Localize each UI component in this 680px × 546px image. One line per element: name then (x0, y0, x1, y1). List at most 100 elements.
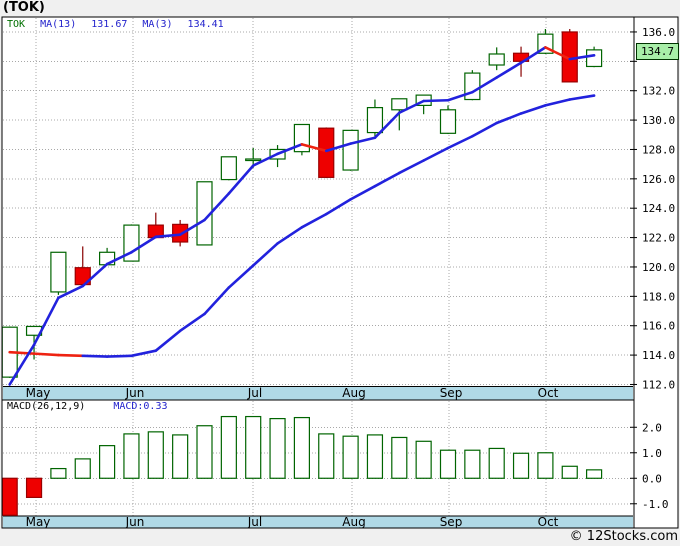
macd-bar-negative (1, 477, 18, 516)
y-axis-label: 0.0 (642, 472, 662, 485)
month-axis-strip (3, 516, 633, 528)
ma3-line (130, 235, 158, 254)
month-label: Aug (342, 386, 365, 400)
ma13-label: MA(13) (40, 19, 77, 30)
candle-up (50, 251, 67, 293)
ma3-line (57, 284, 85, 300)
candle-up (366, 106, 384, 134)
y-axis-label: 122.0 (642, 232, 675, 245)
ma13-line (446, 134, 474, 150)
y-axis-label: 116.0 (642, 320, 675, 333)
ma3-line (422, 98, 450, 103)
ma3-line (544, 46, 572, 61)
macd-bar-positive (269, 417, 286, 479)
candle-up (245, 158, 262, 162)
macd-bar-positive (342, 435, 359, 479)
ma3-line (227, 164, 255, 195)
candle-up (391, 98, 408, 111)
macd-bar-positive (318, 433, 335, 479)
month-label: Aug (342, 515, 365, 529)
ma13-line (105, 354, 133, 358)
ma13-line (422, 146, 450, 162)
month-label: Sep (440, 515, 463, 529)
ma13-line (373, 171, 401, 188)
ma3-line (276, 143, 304, 156)
y-axis-label: 1.0 (642, 447, 662, 460)
y-axis-label: 114.0 (642, 349, 675, 362)
month-axis-strip (3, 386, 633, 400)
ma13-line (519, 104, 547, 115)
macd-bar-positive (488, 447, 505, 479)
ma3-line (324, 142, 352, 153)
y-axis-label: 112.0 (642, 378, 675, 391)
month-label: May (26, 515, 51, 529)
y-axis-label: 120.0 (642, 261, 675, 274)
y-axis-label: 130.0 (642, 114, 675, 127)
macd-bar-positive (293, 416, 310, 479)
macd-bar-positive (561, 465, 578, 479)
ma13-line (349, 184, 377, 201)
ma13-line (203, 286, 231, 316)
ma3-line (178, 218, 206, 236)
ma3-value: 134.41 (187, 19, 224, 30)
ma13-line (300, 212, 328, 229)
ma3-line (519, 46, 547, 65)
macd-bar-positive (585, 469, 603, 479)
ma13-value: 131.67 (91, 19, 128, 30)
ma13-line (471, 121, 499, 138)
symbol-label: TOK (7, 19, 26, 30)
ma13-line (324, 198, 352, 216)
ma3-line (251, 152, 279, 167)
macd-bar-positive (220, 415, 237, 479)
ma3-line (32, 296, 60, 347)
ma13-line (81, 354, 109, 358)
ma3-line (397, 99, 425, 115)
ma3-line (373, 111, 401, 140)
ma13-line (227, 264, 255, 289)
ma3-line (105, 250, 133, 266)
macd-bar-positive (512, 452, 530, 479)
macd-bar-positive (537, 452, 554, 479)
macd-bar-positive (50, 467, 67, 479)
month-label: Jun (125, 515, 145, 529)
month-label: Jul (247, 386, 262, 400)
y-axis-label: 126.0 (642, 173, 675, 186)
y-axis-label: -1.0 (642, 498, 669, 511)
y-axis-label: 118.0 (642, 290, 675, 303)
price-chart-legend: TOK MA(13) 131.67 MA(3) 134.41 (7, 19, 233, 30)
ma13-line (57, 353, 85, 358)
macd-bar-positive (464, 449, 481, 479)
ma3-line (81, 262, 109, 288)
ma13-line (544, 98, 572, 107)
month-label: May (26, 386, 51, 400)
ma13-line (568, 94, 596, 101)
y-axis-label: 128.0 (642, 143, 675, 156)
candle-up (439, 109, 457, 134)
macd-bar-positive (196, 425, 213, 479)
macd-bar-positive (172, 434, 189, 479)
month-label: Jul (247, 515, 262, 529)
macd-bar-positive (391, 436, 408, 479)
month-label: Jun (125, 386, 145, 400)
macd-current-value: MACD:0.33 (113, 401, 168, 412)
macd-bar-positive (439, 449, 457, 479)
month-label: Oct (538, 386, 559, 400)
macd-bar-positive (123, 433, 140, 479)
macd-bar-positive (98, 445, 116, 479)
candle-down (318, 127, 335, 178)
ma3-label: MA(3) (142, 19, 173, 30)
copyright-label: © 12Stocks.com (569, 529, 678, 544)
ma3-line (349, 136, 377, 145)
y-axis-label: 124.0 (642, 202, 675, 215)
ma13-line (130, 349, 158, 358)
y-axis-label: 132.0 (642, 85, 675, 98)
month-label: Oct (538, 515, 559, 529)
macd-params-label: MACD(26,12,9) (7, 401, 86, 412)
y-axis-label: 2.0 (642, 421, 662, 434)
month-label: Sep (440, 386, 463, 400)
ma3-line (8, 343, 36, 386)
ma13-line (397, 159, 425, 175)
macd-bar-positive (366, 434, 384, 479)
macd-bar-positive (147, 431, 164, 479)
